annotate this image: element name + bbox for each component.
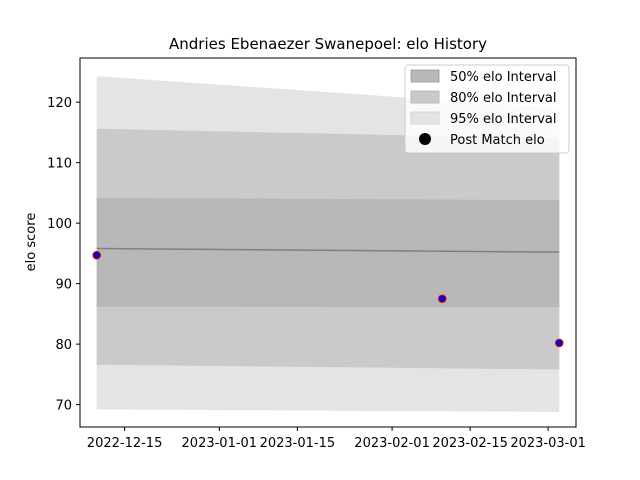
band-50 <box>96 197 560 308</box>
plot-area <box>92 76 564 412</box>
legend: 50% elo Interval 80% elo Interval 95% el… <box>404 64 570 154</box>
y-tick-label: 100 <box>47 217 72 232</box>
x-tick-label: 2023-01-15 <box>260 436 336 451</box>
legend-swatch-95 <box>410 111 440 125</box>
y-tick-label: 70 <box>55 399 72 414</box>
post-match-point <box>554 338 564 348</box>
x-tick-label: 2023-02-01 <box>354 436 430 451</box>
y-tick-label: 120 <box>47 96 72 111</box>
mean-elo-line <box>96 247 560 253</box>
y-axis-label: elo score <box>24 213 39 272</box>
y-tick-label: 110 <box>47 157 72 172</box>
legend-swatch-50 <box>410 69 440 83</box>
legend-label-point: Post Match elo <box>450 133 545 148</box>
plot-frame <box>79 57 577 428</box>
post-match-point <box>437 294 447 304</box>
x-tick-label: 2023-01-01 <box>182 436 258 451</box>
legend-marker-point <box>419 133 431 145</box>
legend-frame <box>404 64 570 154</box>
legend-label-50: 50% elo Interval <box>450 70 557 85</box>
x-tick-label: 2022-12-15 <box>87 436 163 451</box>
legend-swatch-80 <box>410 90 440 104</box>
legend-label-95: 95% elo Interval <box>450 112 557 127</box>
x-tick-label: 2023-03-01 <box>510 436 586 451</box>
chart-title: Andries Ebenaezer Swanepoel: elo History <box>169 35 487 53</box>
y-tick-label: 80 <box>55 338 72 353</box>
y-tick-label: 90 <box>55 278 72 293</box>
post-match-point <box>92 250 102 260</box>
x-axis: 2022-12-15 2023-01-01 2023-01-15 2023-02-01… <box>87 427 586 451</box>
post-match-points <box>92 250 564 348</box>
legend-label-80: 80% elo Interval <box>450 91 557 106</box>
y-axis: 70 80 90 100 110 120 <box>47 96 80 414</box>
x-tick-label: 2023-02-15 <box>432 436 508 451</box>
